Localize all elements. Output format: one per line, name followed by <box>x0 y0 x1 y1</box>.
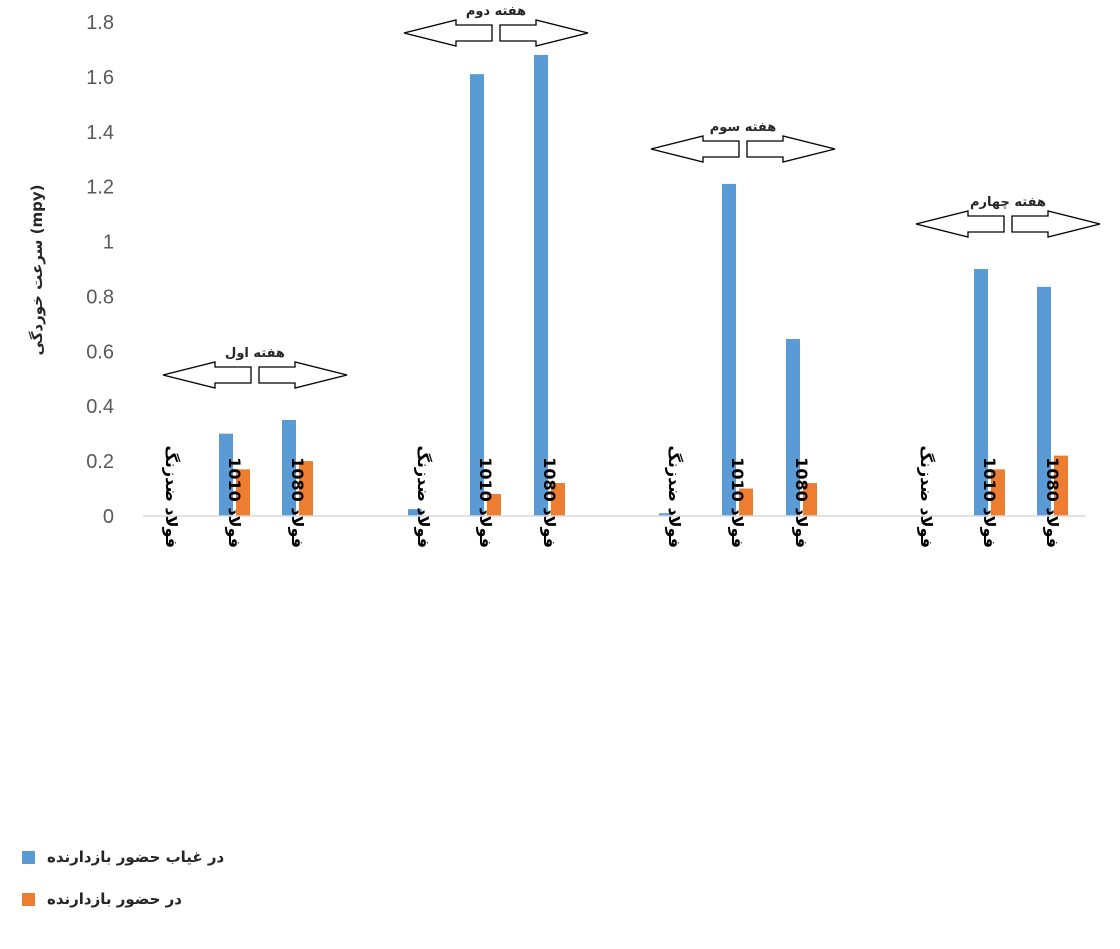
bar-with-inhibitor <box>803 483 817 516</box>
bars <box>219 54 1068 517</box>
category-label: فولاد 1010 <box>728 457 747 548</box>
bar-with-inhibitor <box>551 483 565 516</box>
bar-without-inhibitor <box>722 183 736 516</box>
bar-without-inhibitor <box>282 419 296 516</box>
y-tick-label: 0.2 <box>86 451 114 473</box>
week-annotations: هفته اول هفته دوم هفته سوم هفته چهارم <box>162 4 1101 389</box>
y-tick-label: 0.4 <box>86 396 114 418</box>
bar-without-inhibitor <box>974 269 988 516</box>
bar-without-inhibitor <box>470 74 484 517</box>
legend-label: در حضور بازدارنده <box>47 890 182 908</box>
y-tick-label: 1.2 <box>86 177 114 199</box>
right-arrow-icon <box>499 19 589 47</box>
bar-with-inhibitor <box>299 461 313 516</box>
category-label: فولاد ضدزنگ <box>665 445 684 548</box>
bar-without-inhibitor <box>219 433 233 516</box>
bar-with-inhibitor <box>487 494 501 516</box>
legend-swatch-orange <box>22 892 35 906</box>
category-label: فولاد 1010 <box>476 457 495 548</box>
left-arrow-icon <box>915 210 1005 238</box>
left-arrow-icon <box>650 135 740 163</box>
week-annotation: هفته دوم <box>403 4 589 47</box>
week-label: هفته دوم <box>466 4 526 19</box>
right-arrow-icon <box>258 361 348 389</box>
bar-without-inhibitor <box>659 513 673 516</box>
legend-item-with-inhibitor: در حضور بازدارنده <box>22 890 182 908</box>
y-tick-label: 0.6 <box>86 341 114 363</box>
category-label: فولاد ضدزنگ <box>414 445 433 548</box>
week-label: هفته چهارم <box>970 195 1046 210</box>
left-arrow-icon <box>162 361 252 389</box>
week-label: هفته سوم <box>710 120 777 135</box>
bar-with-inhibitor <box>739 488 753 516</box>
y-tick-label: 0 <box>103 506 114 528</box>
y-tick-label: 1.8 <box>86 12 114 34</box>
category-label: فولاد 1080 <box>540 457 559 548</box>
right-arrow-icon <box>1011 210 1101 238</box>
week-annotation: هفته اول <box>162 346 348 389</box>
bar-with-inhibitor <box>1054 455 1068 516</box>
bar-without-inhibitor <box>534 54 548 516</box>
category-label: فولاد ضدزنگ <box>917 445 936 548</box>
y-tick-label: 0.8 <box>86 286 114 308</box>
category-label: فولاد 1080 <box>792 457 811 548</box>
bar-without-inhibitor <box>1037 286 1051 516</box>
bar-with-inhibitor <box>236 469 250 516</box>
category-label: فولاد 1010 <box>225 457 244 548</box>
bar-without-inhibitor <box>786 338 800 516</box>
legend-swatch-blue <box>22 850 35 864</box>
category-label: فولاد 1010 <box>980 457 999 548</box>
left-arrow-icon <box>403 19 493 47</box>
legend-item-without-inhibitor: در غیاب حضور بازدارنده <box>22 848 224 866</box>
week-annotation: هفته چهارم <box>915 195 1101 238</box>
y-axis: 0 0.2 0.4 0.6 0.8 1 1.2 1.4 1.6 1.8 <box>86 12 114 528</box>
category-labels: فولاد ضدزنگ فولاد 1010 فولاد 1080 فولاد ضدز… <box>162 445 1062 548</box>
category-label: فولاد ضدزنگ <box>162 445 181 548</box>
bar-without-inhibitor <box>408 509 422 516</box>
category-label: فولاد 1080 <box>288 457 307 548</box>
y-axis-label: سرعت خوردگی (mpy) <box>28 185 46 356</box>
week-annotation: هفته سوم <box>650 120 836 163</box>
category-label: فولاد 1080 <box>1043 457 1062 548</box>
bar-with-inhibitor <box>991 469 1005 516</box>
week-label: هفته اول <box>225 346 285 361</box>
right-arrow-icon <box>746 135 836 163</box>
y-tick-label: 1.4 <box>86 122 114 144</box>
y-tick-label: 1.6 <box>86 67 114 89</box>
y-tick-label: 1 <box>103 232 114 254</box>
legend-label: در غیاب حضور بازدارنده <box>47 848 225 866</box>
